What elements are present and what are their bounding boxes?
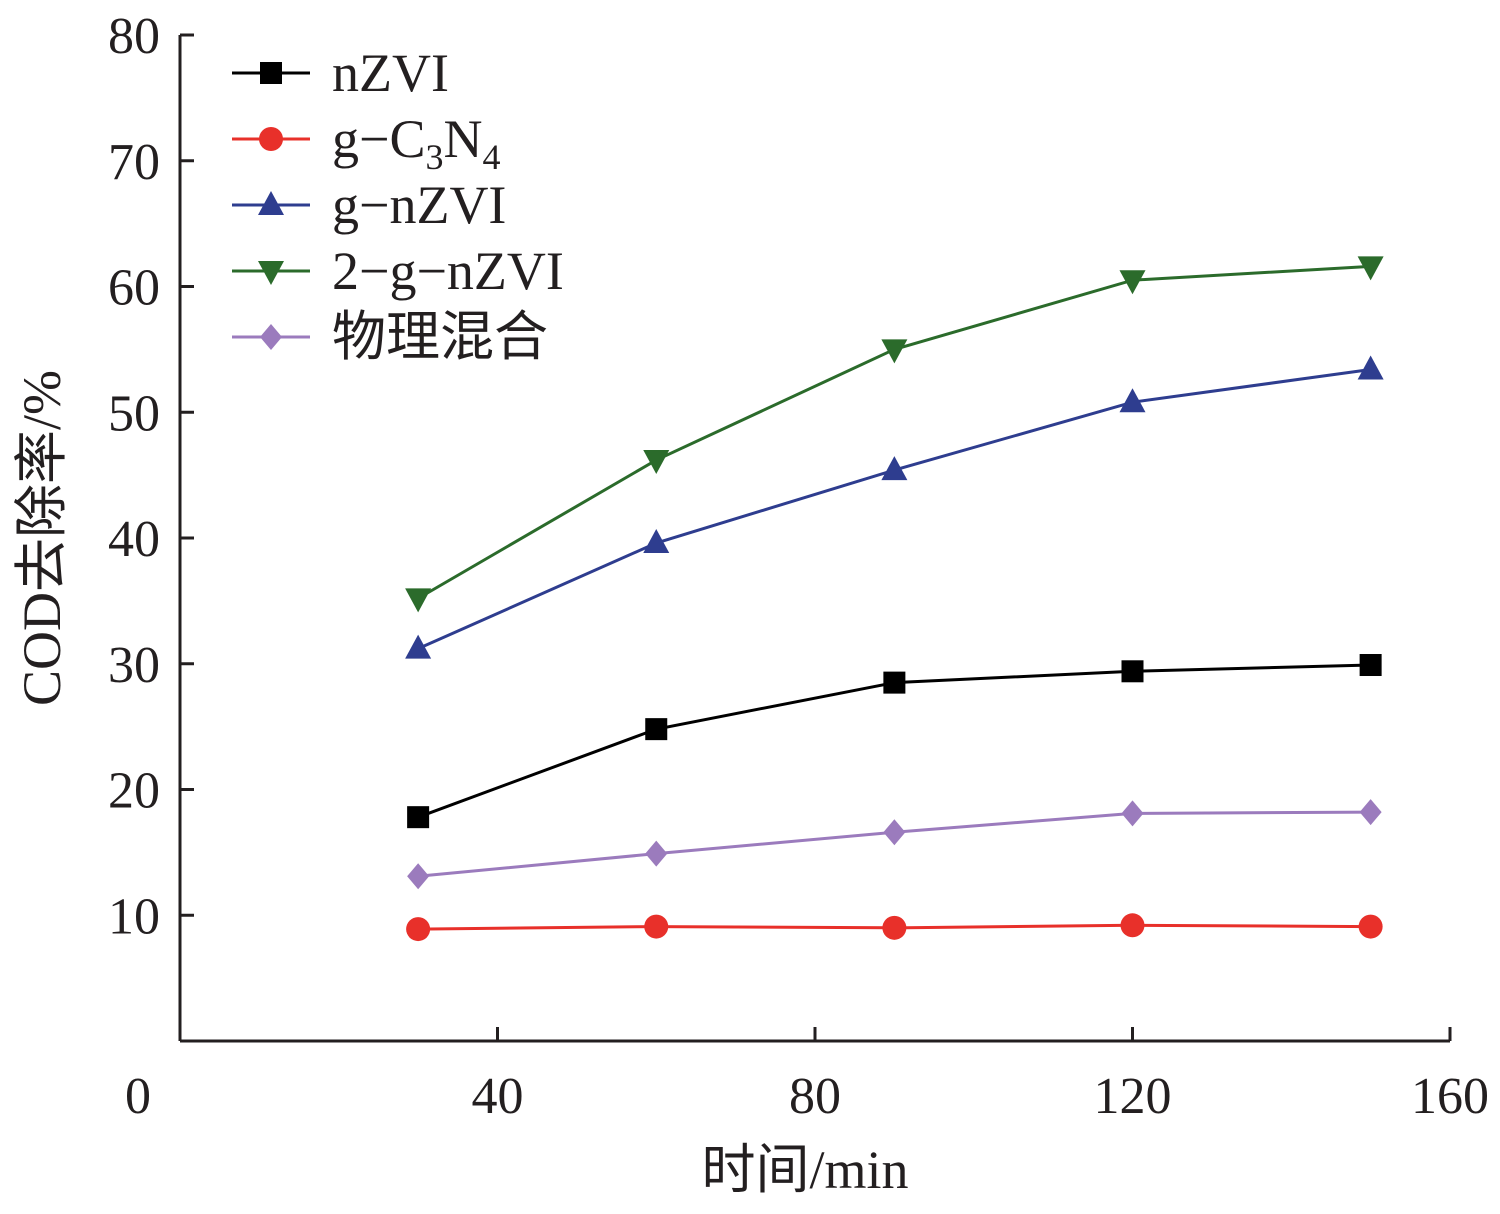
series-3 (405, 256, 1384, 613)
y-tick-label: 80 (108, 8, 160, 65)
legend-item: nZVI (232, 43, 449, 103)
data-point (645, 840, 668, 867)
data-point (1121, 800, 1144, 827)
data-point (1357, 355, 1384, 380)
series-layer (405, 256, 1384, 942)
legend-item: g−nZVI (232, 175, 506, 235)
data-point (1120, 913, 1145, 938)
y-tick-label: 20 (108, 763, 160, 820)
legend-marker (260, 62, 282, 84)
y-tick-label: 50 (108, 385, 160, 442)
data-point (1119, 270, 1146, 295)
data-point (882, 915, 907, 940)
x-tick-label: 80 (789, 1068, 841, 1125)
data-point (406, 917, 431, 942)
data-point (645, 718, 668, 741)
data-point (1121, 660, 1144, 683)
y-tick-label: 40 (108, 511, 160, 568)
legend-item: 物理混合 (232, 307, 548, 367)
data-point (1358, 914, 1383, 939)
series-0 (407, 654, 1382, 829)
legend-item: g−C3N4 (232, 109, 500, 177)
x-axis-title: 时间/min (701, 1140, 908, 1200)
legend-marker (258, 261, 284, 285)
data-point (883, 671, 906, 694)
data-point (1357, 256, 1384, 281)
data-point (407, 806, 430, 829)
legend-label: nZVI (332, 43, 449, 103)
series-line (417, 264, 1371, 600)
y-tick-label: 60 (108, 260, 160, 317)
data-point (407, 863, 430, 890)
legend-label: g−nZVI (332, 175, 506, 235)
series-1 (406, 913, 1383, 942)
y-axis-title: COD去除率/% (12, 370, 72, 706)
data-point (883, 819, 906, 846)
y-tick-label: 30 (108, 637, 160, 694)
data-point (405, 634, 432, 659)
series-2 (405, 355, 1384, 659)
legend-marker (259, 127, 283, 151)
data-point (643, 529, 670, 554)
x-tick-label: 40 (472, 1068, 524, 1125)
data-point (405, 588, 432, 613)
legend-item: 2−g−nZVI (232, 241, 564, 301)
legend-marker (260, 324, 282, 350)
y-tick-label: 70 (108, 134, 160, 191)
data-point (881, 339, 908, 364)
series-4 (407, 799, 1382, 890)
data-point (643, 450, 670, 475)
legend-label: 物理混合 (332, 307, 548, 367)
x-tick-label: 160 (1411, 1068, 1489, 1125)
data-point (881, 456, 908, 481)
axes: 10 20 30 40 50 60 70 80 0 40 80 120 160 (108, 8, 1489, 1125)
legend-label: g−C3N4 (332, 109, 500, 177)
x-tick-label: 0 (125, 1068, 151, 1125)
data-point (1359, 654, 1382, 677)
legend-label: 2−g−nZVI (332, 241, 564, 301)
legend-marker (258, 191, 284, 215)
data-point (1359, 799, 1382, 826)
x-tick-label: 120 (1094, 1068, 1172, 1125)
data-point (1119, 388, 1146, 413)
y-tick-label: 10 (108, 888, 160, 945)
data-point (644, 914, 669, 939)
series-line (417, 368, 1371, 651)
